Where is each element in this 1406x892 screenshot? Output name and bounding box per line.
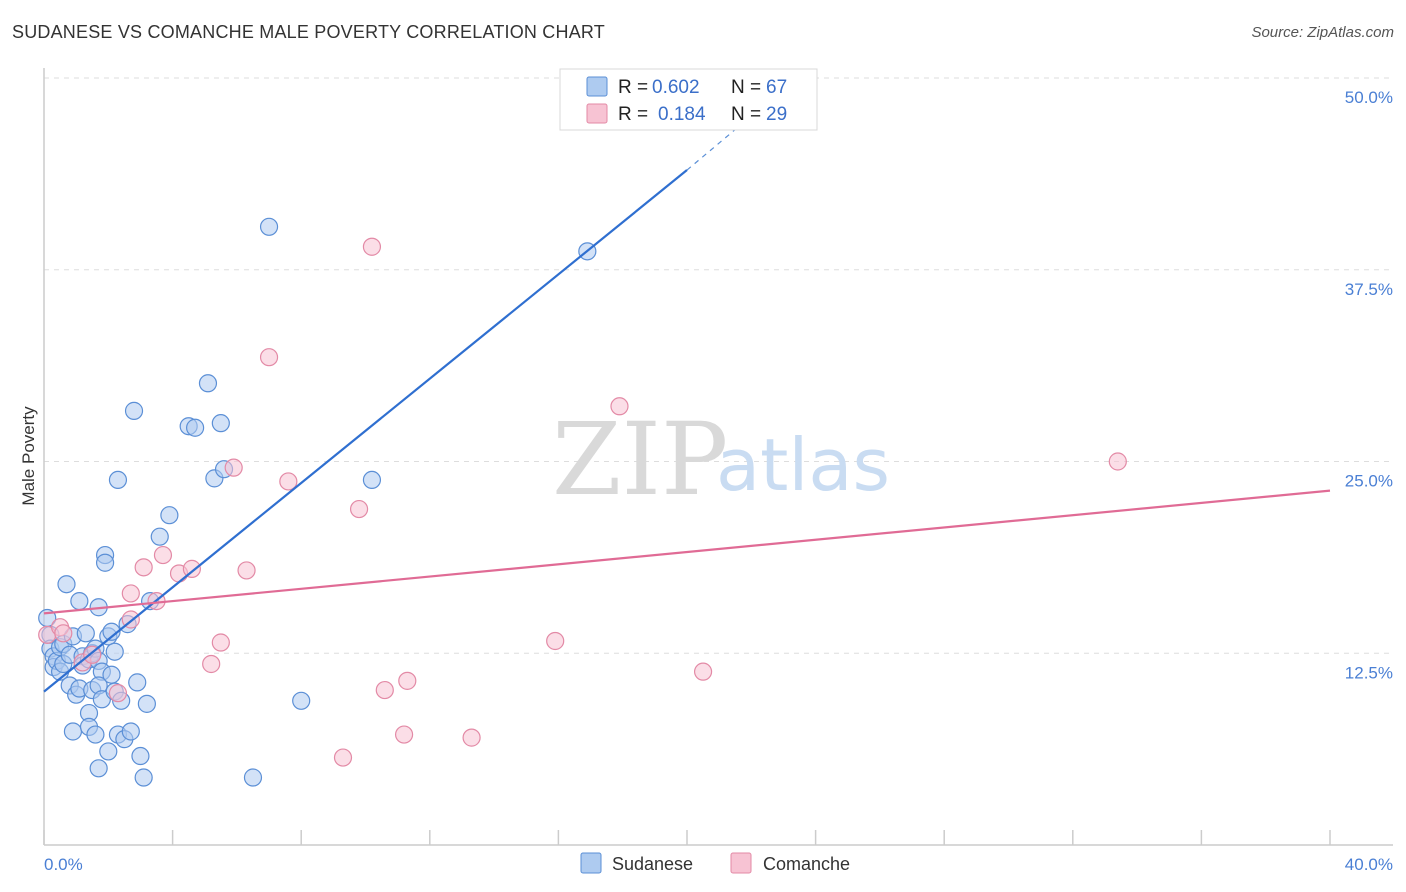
series-comanche-points	[38, 237, 1127, 767]
sudanese-point-47	[121, 722, 140, 741]
sudanese-point-39	[102, 622, 121, 641]
comanche-point-15	[224, 458, 243, 477]
x-tick-label-min: 0.0%	[44, 855, 83, 874]
y-tick-label-1: 25.0%	[1345, 472, 1393, 491]
sudanese-point-20	[76, 624, 95, 643]
chart-title: SUDANESE VS COMANCHE MALE POVERTY CORREL…	[12, 22, 605, 42]
sudanese-point-27	[86, 725, 105, 744]
comanche-point-16	[237, 561, 256, 580]
sudanese-point-65	[362, 470, 382, 490]
watermark-zip: ZIP	[552, 401, 728, 518]
legend-n-value-sudanese: 67	[766, 77, 787, 98]
watermark: ZIP atlas	[552, 401, 890, 518]
sudanese-point-52	[137, 694, 156, 713]
comanche-point-10	[153, 545, 173, 565]
legend-n-value-comanche: 29	[766, 104, 787, 125]
source-note: Source: ZipAtlas.com	[1251, 24, 1394, 41]
comanche-trend-line	[43, 489, 1331, 615]
legend: R = 0.602 N = 67 R = 0.184 N = 29	[559, 68, 818, 131]
sudanese-point-49	[128, 673, 147, 692]
axes	[43, 68, 1393, 846]
comanche-point-5	[108, 684, 128, 703]
sudanese-point-62	[243, 768, 263, 787]
comanche-point-13	[202, 654, 221, 674]
trend-lines	[43, 102, 1331, 693]
sudanese-point-54	[150, 527, 169, 546]
bottom-legend-swatch-sudanese	[580, 852, 602, 874]
bottom-legend-label-comanche: Comanche	[763, 854, 850, 874]
sudanese-point-17	[70, 591, 89, 611]
sudanese-point-60	[211, 414, 230, 433]
legend-r-value-sudanese: 0.602	[652, 77, 700, 98]
y-tick-label-0: 12.5%	[1345, 663, 1393, 682]
y-axis-title: Male Poverty	[19, 406, 38, 506]
x-tick-label-max: 40.0%	[1345, 855, 1393, 874]
legend-r-value-comanche: 0.184	[658, 104, 706, 125]
comanche-point-21	[362, 237, 382, 256]
sudanese-point-48	[124, 401, 144, 420]
sudanese-trend-line	[43, 169, 688, 693]
sudanese-point-64	[292, 691, 311, 710]
comanche-point-4	[83, 645, 102, 664]
comanche-point-22	[375, 680, 394, 700]
legend-swatch-comanche	[586, 103, 608, 124]
comanche-point-18	[279, 472, 298, 491]
legend-n-label-comanche: N =	[731, 104, 761, 125]
legend-r-label-sudanese: R =	[618, 77, 648, 98]
comanche-point-24	[398, 671, 417, 690]
sudanese-point-51	[134, 768, 153, 787]
comanche-point-27	[610, 397, 629, 416]
y-tick-labels: 12.5% 25.0% 37.5% 50.0%	[1345, 88, 1393, 682]
comanche-point-25	[462, 728, 481, 747]
watermark-atlas: atlas	[716, 423, 890, 507]
comanche-point-12	[182, 559, 201, 578]
comanche-point-2	[54, 624, 73, 643]
legend-n-label-sudanese: N =	[731, 77, 761, 98]
sudanese-point-29	[89, 759, 108, 778]
comanche-point-29	[1108, 452, 1127, 471]
comanche-point-20	[349, 499, 369, 519]
legend-swatch-sudanese	[586, 76, 608, 97]
comanche-point-14	[211, 633, 230, 652]
comanche-point-8	[134, 558, 153, 577]
comanche-point-28	[693, 662, 713, 681]
sudanese-point-43	[108, 470, 128, 490]
sudanese-trend-extension	[686, 102, 768, 171]
sudanese-point-50	[131, 746, 150, 766]
comanche-point-26	[546, 631, 565, 651]
bottom-legend-swatch-comanche	[730, 852, 752, 874]
sudanese-point-58	[198, 374, 218, 393]
comanche-point-19	[333, 748, 353, 767]
sudanese-point-63	[259, 217, 279, 236]
comanche-point-23	[394, 725, 414, 744]
sudanese-point-55	[160, 506, 179, 525]
sudanese-point-57	[186, 418, 205, 437]
comanche-point-17	[259, 348, 279, 367]
y-tick-label-3: 50.0%	[1345, 88, 1393, 107]
sudanese-point-15	[63, 722, 83, 741]
y-tick-label-2: 37.5%	[1345, 280, 1393, 299]
sudanese-point-37	[99, 742, 118, 761]
comanche-point-7	[121, 584, 140, 603]
bottom-legend: Sudanese Comanche	[580, 852, 850, 874]
grid-lines	[44, 77, 1393, 654]
sudanese-point-40	[105, 642, 124, 661]
bottom-legend-label-sudanese: Sudanese	[612, 854, 693, 874]
sudanese-point-10	[57, 575, 76, 594]
sudanese-point-35	[95, 553, 115, 572]
legend-r-label-comanche: R =	[618, 104, 648, 125]
sudanese-point-38	[102, 665, 121, 684]
